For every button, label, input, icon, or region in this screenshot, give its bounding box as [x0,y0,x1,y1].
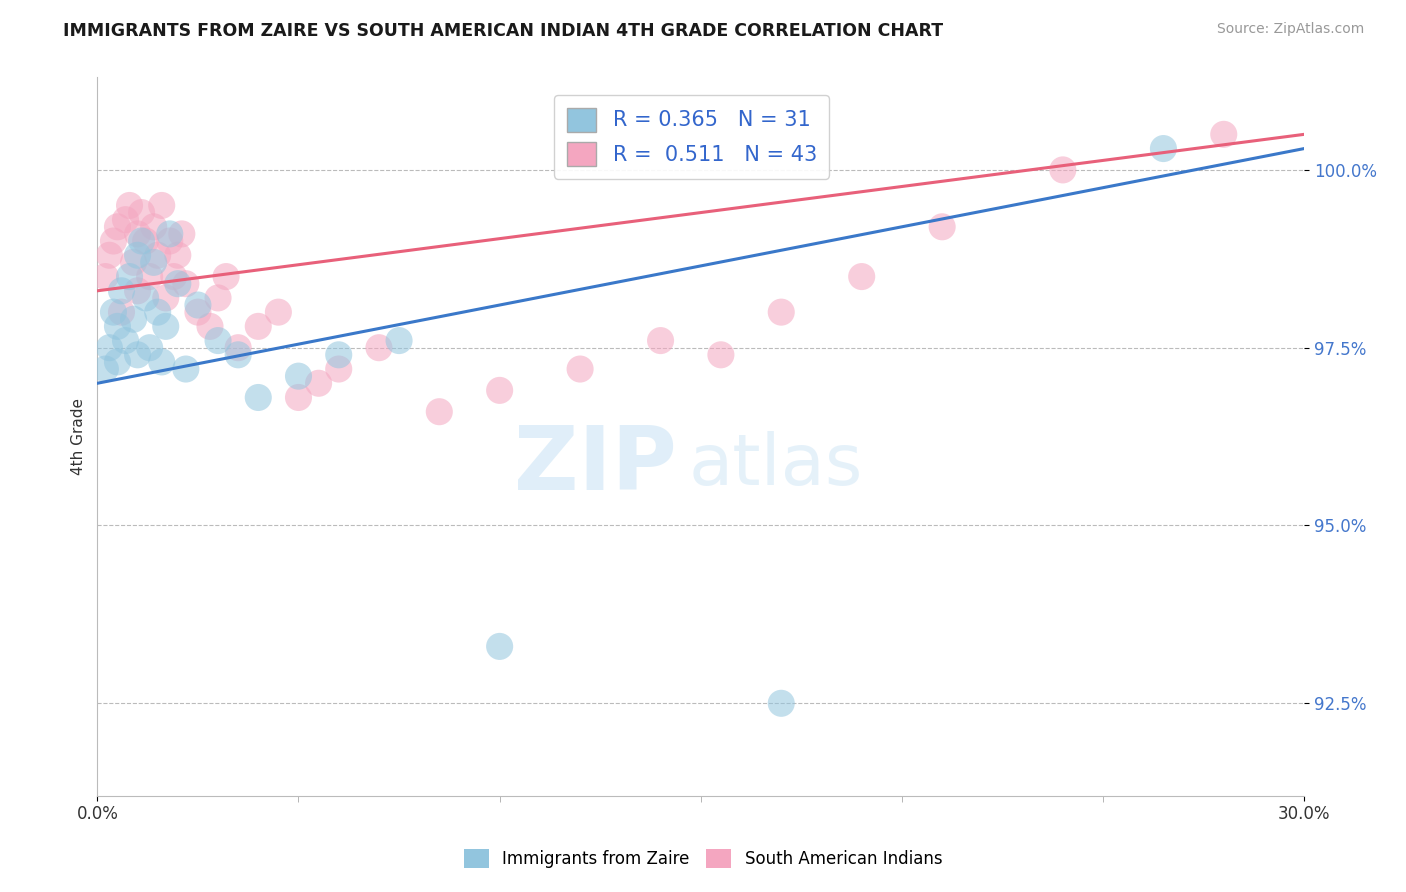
Point [135,234,157,248]
Point [247,391,270,405]
Point [931,219,953,234]
Point [166,248,188,262]
Point [488,640,510,654]
Point [138,269,160,284]
Legend: R = 0.365   N = 31, R =  0.511   N = 43: R = 0.365 N = 31, R = 0.511 N = 43 [554,95,830,178]
Text: ZIP: ZIP [515,422,676,508]
Point [103,305,125,319]
Point [114,334,136,348]
Point [427,405,450,419]
Y-axis label: 4th Grade: 4th Grade [72,398,86,475]
Point [851,269,873,284]
Point [107,219,129,234]
Point [267,305,290,319]
Point [155,319,177,334]
Point [226,348,249,362]
Point [127,248,149,262]
Point [135,291,157,305]
Point [150,198,173,212]
Point [107,355,129,369]
Point [710,348,733,362]
Point [142,255,165,269]
Point [138,341,160,355]
Point [1152,142,1174,156]
Point [118,269,141,284]
Point [103,234,125,248]
Point [187,305,209,319]
Point [569,362,592,376]
Point [287,369,309,384]
Text: IMMIGRANTS FROM ZAIRE VS SOUTH AMERICAN INDIAN 4TH GRADE CORRELATION CHART: IMMIGRANTS FROM ZAIRE VS SOUTH AMERICAN … [63,22,943,40]
Point [146,305,169,319]
Point [308,376,330,391]
Point [159,227,181,241]
Point [328,348,350,362]
Point [215,269,238,284]
Point [155,291,177,305]
Point [98,341,121,355]
Point [118,198,141,212]
Point [94,269,117,284]
Point [207,291,229,305]
Point [127,227,149,241]
Point [388,334,411,348]
Text: Source: ZipAtlas.com: Source: ZipAtlas.com [1216,22,1364,37]
Point [1212,128,1234,142]
Point [146,248,169,262]
Point [170,227,193,241]
Point [1052,162,1074,177]
Point [127,348,149,362]
Legend: Immigrants from Zaire, South American Indians: Immigrants from Zaire, South American In… [457,843,949,875]
Point [122,312,145,326]
Point [98,248,121,262]
Point [226,341,249,355]
Point [187,298,209,312]
Point [131,205,153,219]
Point [174,362,197,376]
Point [328,362,350,376]
Text: atlas: atlas [689,431,863,500]
Point [488,384,510,398]
Point [131,234,153,248]
Point [142,219,165,234]
Point [159,234,181,248]
Point [127,284,149,298]
Point [122,255,145,269]
Point [114,212,136,227]
Point [287,391,309,405]
Point [174,277,197,291]
Point [770,696,793,710]
Point [770,305,793,319]
Point [207,334,229,348]
Point [110,284,132,298]
Point [166,277,188,291]
Point [163,269,186,284]
Point [650,334,672,348]
Point [107,319,129,334]
Point [247,319,270,334]
Point [368,341,391,355]
Point [150,355,173,369]
Point [198,319,221,334]
Point [94,362,117,376]
Point [110,305,132,319]
